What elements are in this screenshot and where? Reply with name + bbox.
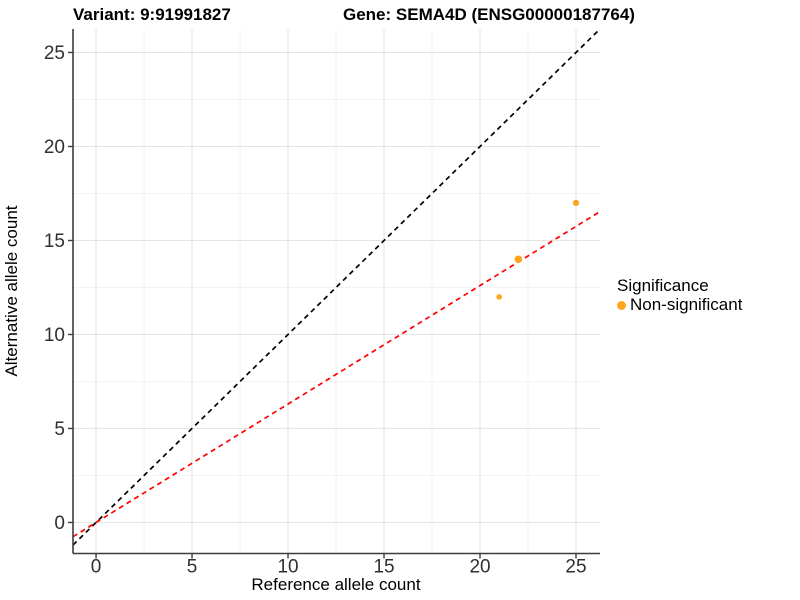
y-tick-label: 0 (54, 513, 65, 534)
x-tick-label: 20 (469, 557, 490, 578)
y-tick-label: 10 (44, 325, 65, 346)
y-tick-label: 20 (44, 137, 65, 158)
legend-item: Non-significant (617, 296, 742, 314)
x-tick-label: 10 (277, 557, 298, 578)
y-axis-title: Alternative allele count (2, 205, 21, 377)
variant-title: Variant: 9:91991827 (73, 5, 231, 24)
y-tick-label: 5 (54, 419, 65, 440)
x-axis-title: Reference allele count (251, 575, 421, 594)
x-tick-label: 5 (187, 557, 198, 578)
x-tick-label: 25 (565, 557, 586, 578)
legend-title: Significance (617, 276, 709, 295)
identity-line (73, 29, 600, 546)
legend: Significance Non-significant (617, 277, 742, 314)
data-point (514, 255, 523, 264)
data-point (496, 294, 503, 300)
x-tick-label: 0 (91, 557, 102, 578)
gene-title: Gene: SEMA4D (ENSG00000187764) (343, 5, 635, 24)
legend-point-icon (617, 300, 626, 310)
x-tick-label: 15 (373, 557, 394, 578)
y-tick-label: 25 (44, 43, 65, 64)
y-tick-label: 15 (44, 231, 65, 252)
fit-line (73, 210, 600, 538)
data-point (572, 199, 580, 206)
legend-item-label: Non-significant (630, 295, 743, 314)
